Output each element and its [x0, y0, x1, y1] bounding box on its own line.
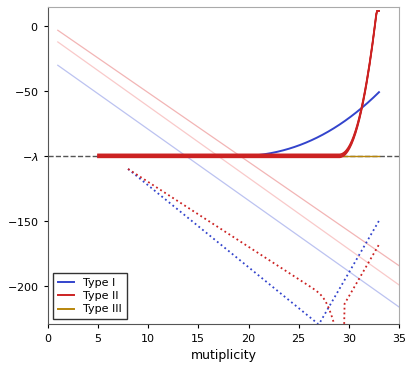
Legend: Type I, Type II, Type III: Type I, Type II, Type III: [53, 273, 126, 319]
X-axis label: mutiplicity: mutiplicity: [190, 349, 256, 362]
